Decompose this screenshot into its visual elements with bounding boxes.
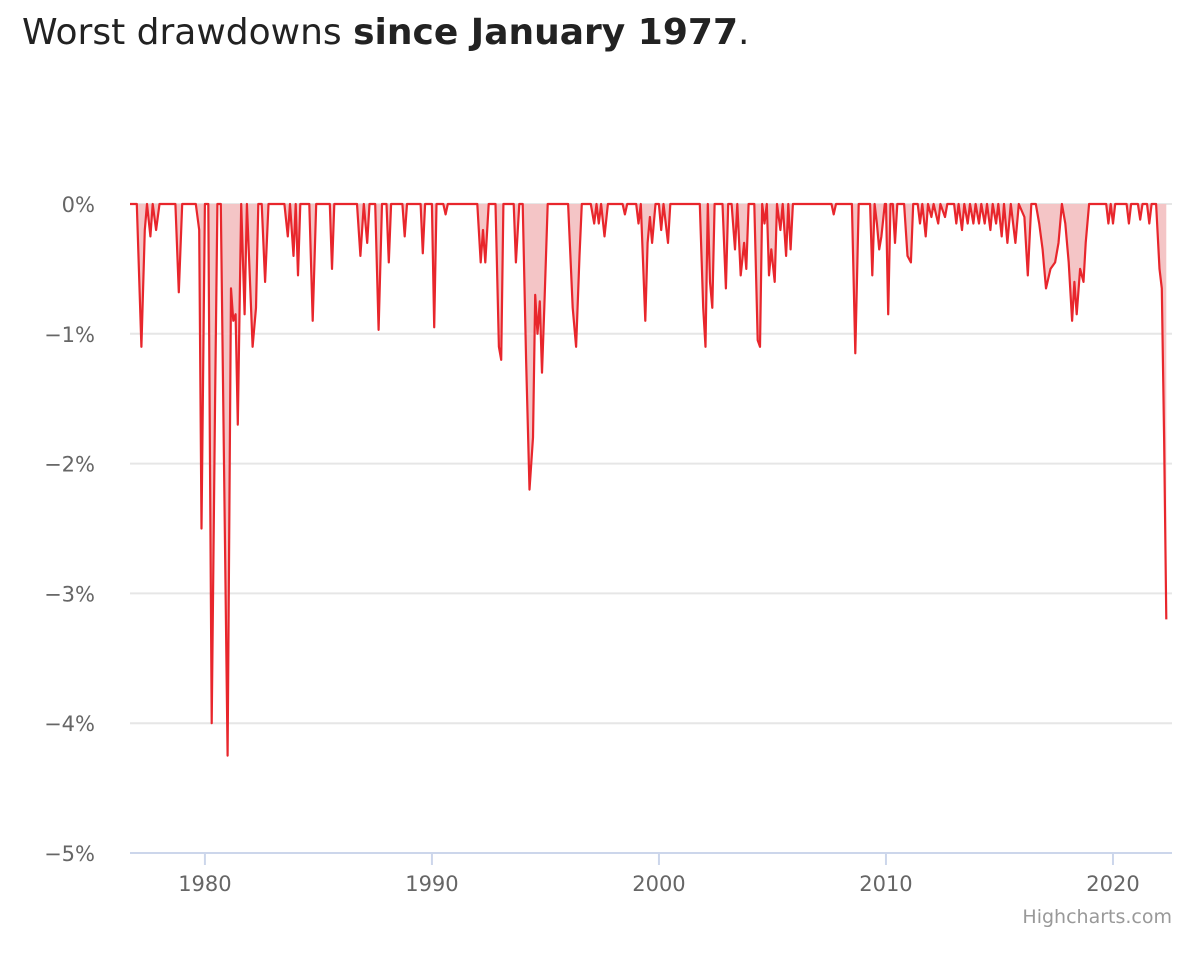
x-tick-label: 2000 [632, 872, 685, 896]
y-tick-label: −3% [44, 582, 95, 606]
x-tick-label: 1980 [178, 872, 231, 896]
x-tick-label: 1990 [405, 872, 458, 896]
x-tick-label: 2010 [859, 872, 912, 896]
gridlines [130, 203, 1172, 725]
plot-area [130, 202, 1168, 757]
y-tick-label: −4% [44, 712, 95, 736]
y-tick-label: 0% [62, 193, 95, 217]
chart-title: Worst drawdowns since January 1977. [22, 12, 749, 53]
y-tick-label: −1% [44, 323, 95, 347]
title-suffix: . [738, 12, 750, 53]
series-area-fill [130, 204, 1167, 756]
x-tick-label: 2020 [1086, 872, 1139, 896]
title-bold: since January 1977 [353, 12, 738, 53]
y-tick-label: −5% [44, 842, 95, 866]
highcharts-credit[interactable]: Highcharts.com [1022, 906, 1172, 928]
series-line[interactable] [130, 202, 1168, 757]
title-prefix: Worst drawdowns [22, 12, 354, 53]
x-axis: 1980 1990 2000 2010 2020 [130, 852, 1172, 896]
y-tick-label: −2% [44, 453, 95, 477]
y-axis-labels: 0% −1% −2% −3% −4% −5% [44, 193, 95, 866]
